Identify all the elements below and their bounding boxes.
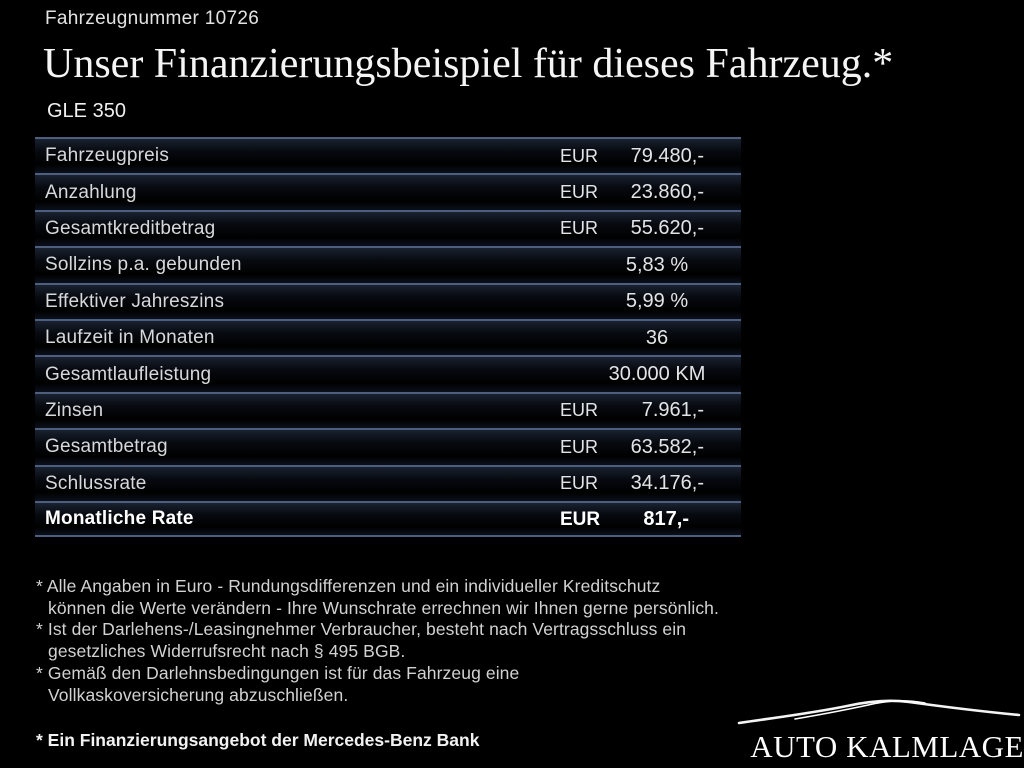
amount-value: 34.176,- <box>630 472 704 495</box>
row-label: Laufzeit in Monaten <box>45 327 215 349</box>
currency-label: EUR <box>560 182 599 203</box>
row-value: 30.000 KM <box>555 363 741 386</box>
car-silhouette-icon <box>737 699 1021 725</box>
row-value: 5,99 % <box>555 290 741 313</box>
row-label: Sollzins p.a. gebunden <box>45 254 242 276</box>
footnote-line: * Gemäß den Darlehnsbedingungen ist für … <box>36 662 520 683</box>
amount-value: 817,- <box>643 507 689 530</box>
table-row-fahrzeugpreis: Fahrzeugpreis EUR 79.480,- <box>35 137 741 174</box>
footnote-line: Vollkaskoversicherung abzuschließen. <box>48 684 349 705</box>
table-row-gesamtlaufleistung: Gesamtlaufleistung 30.000 KM <box>35 355 741 392</box>
currency-label: EUR <box>560 400 599 421</box>
dealer-logo: AUTO KALMLAGE <box>735 686 1024 765</box>
row-value: 36 <box>555 327 741 350</box>
table-row-gesamtbetrag: Gesamtbetrag EUR 63.582,- <box>35 428 741 465</box>
amount-value: 79.480,- <box>630 144 704 167</box>
amount-value: 63.582,- <box>630 435 704 458</box>
row-value: EUR 34.176,- <box>555 472 741 495</box>
amount-value: 7.961,- <box>641 399 704 422</box>
row-value: EUR 23.860,- <box>555 181 741 204</box>
vehicle-number: Fahrzeugnummer 10726 <box>45 8 260 29</box>
page-title: Unser Finanzierungsbeispiel für dieses F… <box>43 41 894 87</box>
amount-value: 55.620,- <box>630 217 704 240</box>
row-value: EUR 79.480,- <box>555 145 741 168</box>
row-label: Gesamtkreditbetrag <box>45 217 216 239</box>
vehicle-model: GLE 350 <box>47 100 126 122</box>
currency-label: EUR <box>560 473 599 494</box>
footnote-line: * Ist der Darlehens-/Leasingnehmer Verbr… <box>36 619 687 640</box>
financing-note: * Ein Finanzierungsangebot der Mercedes-… <box>36 730 480 750</box>
row-value: EUR 7.961,- <box>555 399 741 422</box>
row-value: EUR 63.582,- <box>555 436 741 459</box>
row-label: Zinsen <box>45 399 104 421</box>
currency-label: EUR <box>560 436 599 457</box>
footnote-line: können die Werte verändern - Ihre Wunsch… <box>48 597 719 618</box>
dealer-name: AUTO KALMLAGE <box>750 729 1024 764</box>
amount-value: 23.860,- <box>630 181 704 204</box>
table-row-monatliche-rate: Monatliche Rate EUR 817,- <box>35 500 741 538</box>
footnotes: * Alle Angaben in Euro - Rundungsdiffere… <box>36 576 719 706</box>
row-label: Effektiver Jahreszins <box>45 290 225 312</box>
table-row-gesamtkreditbetrag: Gesamtkreditbetrag EUR 55.620,- <box>35 209 741 247</box>
row-label: Anzahlung <box>45 181 137 203</box>
table-row-sollzins: Sollzins p.a. gebunden 5,83 % <box>35 246 741 283</box>
table-row-effektiver-jahreszins: Effektiver Jahreszins 5,99 % <box>35 282 741 319</box>
amount-value: 5,99 % <box>625 290 689 313</box>
row-value: EUR 55.620,- <box>555 217 741 240</box>
row-label: Monatliche Rate <box>45 508 194 530</box>
footnote-line: * Alle Angaben in Euro - Rundungsdiffere… <box>36 576 661 596</box>
row-label: Fahrzeugpreis <box>45 145 170 167</box>
row-label: Gesamtlaufleistung <box>45 363 212 385</box>
row-label: Schlussrate <box>45 472 147 494</box>
currency-label: EUR <box>560 218 599 239</box>
table-row-zinsen: Zinsen EUR 7.961,- <box>35 391 741 429</box>
table-row-schlussrate: Schlussrate EUR 34.176,- <box>35 464 741 501</box>
row-value: EUR 817,- <box>555 508 741 531</box>
row-label: Gesamtbetrag <box>45 436 168 458</box>
amount-value: 5,83 % <box>625 253 689 276</box>
amount-value: 30.000 KM <box>608 363 706 386</box>
table-row-anzahlung: Anzahlung EUR 23.860,- <box>35 173 741 210</box>
row-value: 5,83 % <box>555 254 741 277</box>
financing-table: Fahrzeugpreis EUR 79.480,- Anzahlung EUR 2… <box>35 137 741 538</box>
amount-value: 36 <box>645 326 669 349</box>
footnote-line: gesetzliches Widerrufsrecht nach § 495 B… <box>48 641 406 662</box>
table-row-laufzeit: Laufzeit in Monaten 36 <box>35 318 741 356</box>
currency-label: EUR <box>560 508 601 530</box>
currency-label: EUR <box>560 145 599 166</box>
